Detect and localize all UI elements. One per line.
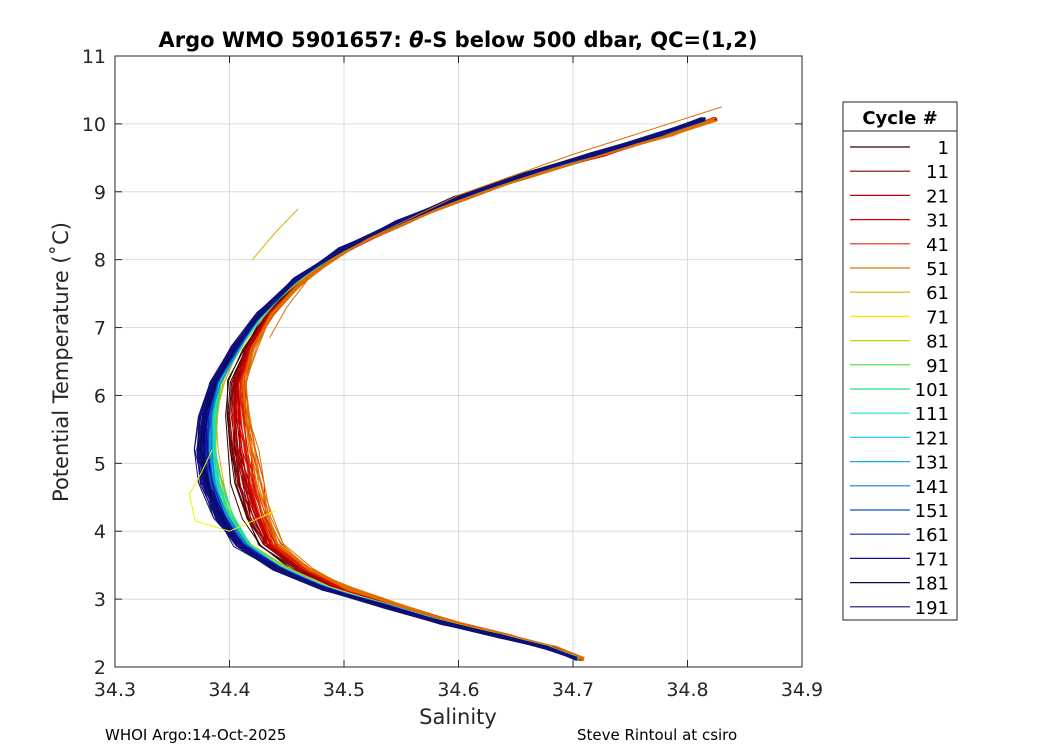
legend-label-81: 81 — [926, 332, 949, 353]
x-tick-label: 34.4 — [208, 679, 250, 701]
legend-label-51: 51 — [926, 259, 949, 280]
legend-label-61: 61 — [926, 283, 949, 304]
legend-label-171: 171 — [915, 549, 949, 570]
y-tick-label: 2 — [94, 657, 106, 679]
legend-entries: 1112131415161718191101111121131141151161… — [850, 138, 949, 619]
x-axis-ticks: 34.3 34.4 34.5 34.6 34.7 34.8 34.9 — [94, 56, 823, 701]
legend-label-121: 121 — [915, 428, 949, 449]
legend-label-21: 21 — [926, 186, 949, 207]
chart-title-theta: θ — [409, 28, 423, 52]
legend-label-31: 31 — [926, 211, 949, 232]
series-line-outlier — [252, 208, 299, 261]
legend-label-151: 151 — [915, 501, 949, 522]
x-tick-label: 34.9 — [781, 679, 823, 701]
y-tick-label: 9 — [94, 182, 106, 204]
footer-left-text: WHOI Argo:14-Oct-2025 — [105, 726, 287, 744]
series-layer — [188, 106, 722, 661]
legend-label-141: 141 — [915, 477, 949, 498]
legend-title: Cycle # — [862, 108, 937, 129]
x-tick-label: 34.7 — [552, 679, 594, 701]
series-line-outlier — [269, 106, 722, 338]
series-line-cycle-191 — [201, 120, 706, 660]
legend-label-11: 11 — [926, 162, 949, 183]
legend-label-1: 1 — [938, 138, 949, 159]
x-tick-label: 34.6 — [437, 679, 479, 701]
y-tick-label: 7 — [94, 318, 106, 340]
chart-title: Argo WMO 5901657: θ-S below 500 dbar, QC… — [158, 28, 757, 52]
y-tick-label: 4 — [94, 521, 106, 543]
y-tick-label: 6 — [94, 385, 106, 407]
x-tick-label: 34.8 — [666, 679, 708, 701]
chart-title-suffix: -S below 500 dbar, QC=(1,2) — [424, 28, 758, 52]
legend-label-91: 91 — [926, 356, 949, 377]
x-tick-label: 34.5 — [323, 679, 365, 701]
series-line-outlier — [188, 449, 276, 532]
y-tick-label: 5 — [94, 453, 106, 475]
x-tick-label: 34.3 — [94, 679, 136, 701]
y-tick-label: 8 — [94, 250, 106, 272]
series-line-cycle-191 — [193, 118, 704, 658]
chart-title-prefix: Argo WMO 5901657: — [158, 28, 409, 52]
legend-label-161: 161 — [915, 525, 949, 546]
y-tick-label: 3 — [94, 589, 106, 611]
y-tick-label: 11 — [82, 46, 106, 68]
legend-label-41: 41 — [926, 235, 949, 256]
legend-label-131: 131 — [915, 453, 949, 474]
legend-label-101: 101 — [915, 380, 949, 401]
legend-label-111: 111 — [915, 404, 949, 425]
footer-right-text: Steve Rintoul at csiro — [577, 726, 738, 744]
y-axis-label: Potential Temperature (˚C) — [49, 222, 73, 502]
legend-label-191: 191 — [915, 598, 949, 619]
x-axis-label: Salinity — [419, 705, 497, 729]
y-tick-label: 10 — [82, 114, 106, 136]
series-line-cycle-51 — [243, 120, 718, 660]
legend-label-181: 181 — [915, 574, 949, 595]
legend: Cycle # 11121314151617181911011111211311… — [842, 101, 958, 621]
legend-label-71: 71 — [926, 307, 949, 328]
y-axis-ticks: 2 3 4 5 6 7 8 9 10 11 — [82, 46, 802, 679]
